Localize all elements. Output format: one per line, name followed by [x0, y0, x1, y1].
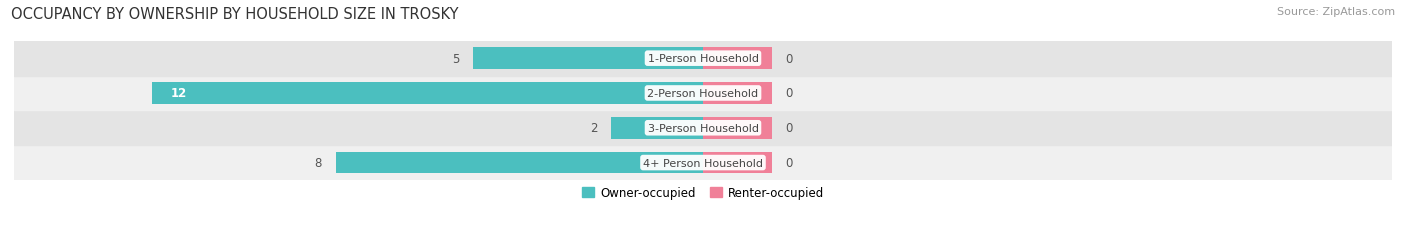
Bar	[703, 83, 772, 104]
Legend: Owner-occupied, Renter-occupied: Owner-occupied, Renter-occupied	[582, 186, 824, 199]
Text: 2: 2	[591, 122, 598, 135]
Bar	[152, 83, 703, 104]
Text: OCCUPANCY BY OWNERSHIP BY HOUSEHOLD SIZE IN TROSKY: OCCUPANCY BY OWNERSHIP BY HOUSEHOLD SIZE…	[11, 7, 458, 22]
Text: 0: 0	[786, 87, 793, 100]
Text: 0: 0	[786, 122, 793, 135]
Text: 5: 5	[453, 52, 460, 65]
Bar	[612, 118, 703, 139]
Text: 0: 0	[786, 52, 793, 65]
Bar	[14, 146, 1392, 180]
Text: 2-Person Household: 2-Person Household	[647, 88, 759, 99]
Bar	[336, 152, 703, 174]
Bar	[474, 48, 703, 70]
Bar	[703, 118, 772, 139]
Bar	[703, 48, 772, 70]
Text: 12: 12	[170, 87, 187, 100]
Text: 4+ Person Household: 4+ Person Household	[643, 158, 763, 168]
Text: 3-Person Household: 3-Person Household	[648, 123, 758, 133]
Bar	[14, 42, 1392, 76]
Text: 8: 8	[315, 156, 322, 169]
Bar	[14, 76, 1392, 111]
Bar	[703, 152, 772, 174]
Text: 0: 0	[786, 156, 793, 169]
Text: Source: ZipAtlas.com: Source: ZipAtlas.com	[1277, 7, 1395, 17]
Text: 1-Person Household: 1-Person Household	[648, 54, 758, 64]
Bar	[14, 111, 1392, 146]
